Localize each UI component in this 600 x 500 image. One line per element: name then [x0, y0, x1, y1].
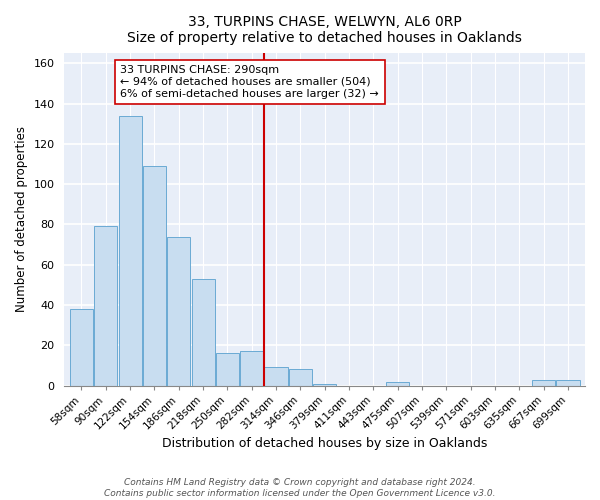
Bar	[265, 368, 287, 386]
Bar	[143, 166, 166, 386]
Bar	[94, 226, 118, 386]
Y-axis label: Number of detached properties: Number of detached properties	[15, 126, 28, 312]
Bar	[240, 352, 263, 386]
Bar	[556, 380, 580, 386]
Bar	[119, 116, 142, 386]
Bar	[70, 309, 93, 386]
Title: 33, TURPINS CHASE, WELWYN, AL6 0RP
Size of property relative to detached houses : 33, TURPINS CHASE, WELWYN, AL6 0RP Size …	[127, 15, 522, 45]
Bar	[532, 380, 555, 386]
Bar	[216, 354, 239, 386]
Text: Contains HM Land Registry data © Crown copyright and database right 2024.
Contai: Contains HM Land Registry data © Crown c…	[104, 478, 496, 498]
Bar	[289, 370, 312, 386]
Bar	[386, 382, 409, 386]
X-axis label: Distribution of detached houses by size in Oaklands: Distribution of detached houses by size …	[162, 437, 487, 450]
Bar	[191, 279, 215, 386]
Bar	[167, 236, 190, 386]
Text: 33 TURPINS CHASE: 290sqm
← 94% of detached houses are smaller (504)
6% of semi-d: 33 TURPINS CHASE: 290sqm ← 94% of detach…	[121, 66, 379, 98]
Bar	[313, 384, 336, 386]
